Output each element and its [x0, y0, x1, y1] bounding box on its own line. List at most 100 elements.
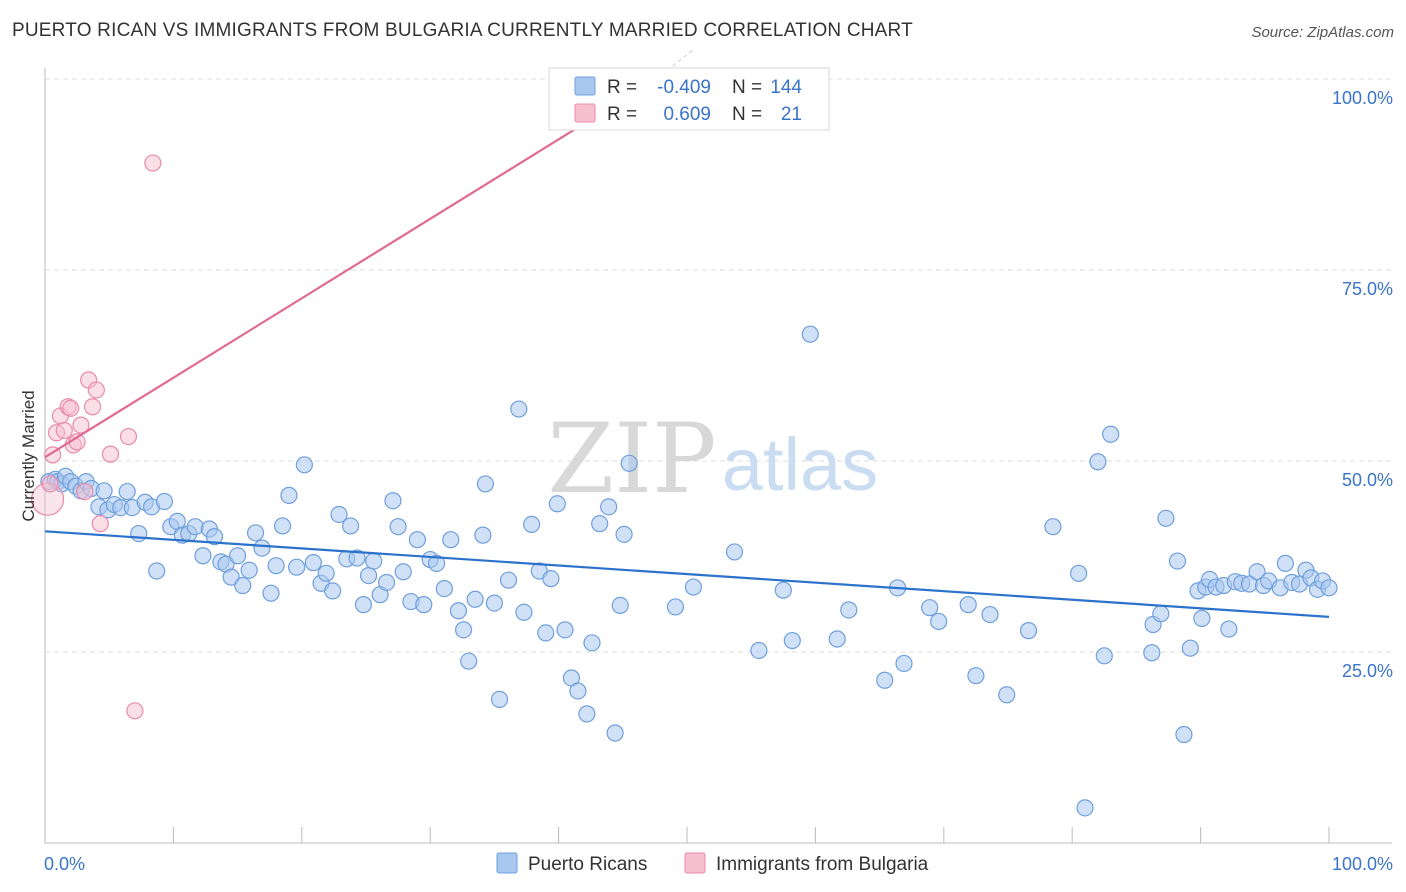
data-point-immigrants-from-bulgaria: [119, 427, 138, 446]
data-point-puerto-ricans: [959, 596, 977, 614]
data-point-puerto-ricans: [148, 562, 166, 580]
axes: [44, 68, 1392, 844]
data-point-immigrants-from-bulgaria: [55, 421, 73, 440]
data-point-immigrants-from-bulgaria: [144, 154, 162, 172]
data-point-puerto-ricans: [1089, 453, 1107, 471]
x-tick-labels: 0.0% 100.0%: [44, 854, 1393, 874]
legend-swatch-blue: [574, 76, 596, 96]
data-point-puerto-ricans: [267, 557, 285, 575]
data-point-puerto-ricans: [1157, 509, 1175, 527]
data-point-puerto-ricans: [155, 492, 174, 511]
data-point-puerto-ricans: [1181, 639, 1199, 657]
data-point-puerto-ricans: [876, 671, 894, 689]
data-point-puerto-ricans: [295, 456, 313, 474]
data-point-puerto-ricans: [774, 581, 792, 599]
legend-r-label-2: R =: [607, 104, 637, 125]
data-point-puerto-ricans: [725, 543, 744, 561]
data-point-puerto-ricans: [246, 524, 265, 542]
data-point-puerto-ricans: [1276, 554, 1294, 572]
legend-swatch-immigrants-from-bulgaria: [684, 852, 706, 874]
data-point-puerto-ricans: [537, 624, 555, 642]
data-point-puerto-ricans: [324, 582, 342, 600]
data-point-immigrants-from-bulgaria: [87, 381, 105, 399]
legend-label-puerto-ricans: Puerto Ricans: [528, 854, 647, 875]
data-point-puerto-ricans: [783, 631, 801, 650]
source-label: Source: ZipAtlas.com: [1251, 24, 1394, 41]
data-point-puerto-ricans: [1152, 605, 1170, 623]
data-point-puerto-ricans: [466, 590, 484, 608]
legend-swatch-puerto-ricans: [496, 852, 518, 874]
data-point-puerto-ricans: [615, 525, 633, 543]
series-legend: Puerto Ricans Immigrants from Bulgaria: [496, 852, 929, 875]
data-point-immigrants-from-bulgaria: [126, 702, 144, 720]
data-point-puerto-ricans: [895, 654, 913, 673]
data-point-puerto-ricans: [330, 505, 348, 524]
data-point-puerto-ricans: [341, 517, 360, 535]
data-point-puerto-ricans: [428, 554, 446, 572]
x-tick-label-max: 100.0%: [1332, 854, 1393, 874]
data-point-puerto-ricans: [442, 531, 460, 549]
y-axis-label: Currently Married: [19, 390, 38, 521]
data-point-puerto-ricans: [981, 605, 999, 624]
data-point-puerto-ricans: [583, 634, 601, 652]
data-point-puerto-ricans: [523, 515, 541, 534]
legend-n-label-1: N =: [732, 77, 762, 98]
data-point-puerto-ricans: [556, 621, 574, 639]
data-point-puerto-ricans: [240, 561, 258, 579]
data-point-puerto-ricans: [1070, 564, 1088, 582]
stats-legend: R = -0.409 N = 144 R = 0.609 N = 21: [548, 67, 830, 131]
watermark-atlas: atlas: [722, 423, 878, 506]
chart-title: PUERTO RICAN VS IMMIGRANTS FROM BULGARIA…: [12, 20, 913, 41]
data-point-puerto-ricans: [600, 498, 618, 516]
data-point-puerto-ricans: [194, 547, 212, 565]
data-point-puerto-ricans: [365, 552, 383, 570]
data-point-puerto-ricans: [348, 549, 366, 567]
data-point-puerto-ricans: [359, 566, 378, 585]
legend-label-immigrants-from-bulgaria: Immigrants from Bulgaria: [716, 854, 929, 875]
legend-r-value-2: 0.609: [663, 104, 711, 125]
data-point-puerto-ricans: [548, 495, 566, 513]
x-tick-label-min: 0.0%: [44, 854, 85, 874]
data-point-puerto-ricans: [273, 517, 292, 535]
data-point-puerto-ricans: [606, 724, 624, 742]
data-point-puerto-ricans: [840, 601, 858, 619]
data-point-puerto-ricans: [389, 518, 407, 536]
data-point-puerto-ricans: [1044, 518, 1062, 536]
legend-swatch-pink: [574, 103, 596, 123]
data-point-puerto-ricans: [304, 554, 322, 572]
data-point-puerto-ricans: [454, 621, 473, 639]
data-point-puerto-ricans: [1095, 647, 1113, 665]
y-tick-labels: 25.0% 50.0% 75.0% 100.0%: [1332, 88, 1393, 681]
legend-n-value-2: 21: [781, 104, 802, 125]
data-point-puerto-ricans: [569, 682, 587, 700]
data-point-puerto-ricans: [967, 667, 985, 685]
data-point-puerto-ricans: [394, 563, 412, 581]
data-point-puerto-ricans: [205, 528, 224, 546]
data-point-puerto-ricans: [578, 705, 596, 723]
data-point-puerto-ricans: [354, 596, 373, 614]
data-point-puerto-ricans: [1320, 579, 1338, 597]
data-point-puerto-ricans: [186, 518, 204, 536]
data-point-puerto-ricans: [95, 482, 113, 500]
data-point-immigrants-from-bulgaria: [76, 482, 94, 501]
stats-legend-box: [548, 67, 830, 131]
data-point-puerto-ricans: [288, 558, 306, 576]
legend-r-label-1: R =: [607, 77, 637, 98]
data-point-immigrants-from-bulgaria: [72, 416, 90, 434]
data-point-puerto-ricans: [118, 482, 136, 501]
data-point-puerto-ricans: [666, 598, 685, 616]
legend-n-label-2: N =: [732, 104, 762, 125]
data-point-puerto-ricans: [510, 400, 528, 418]
y-tick-label: 25.0%: [1342, 661, 1393, 681]
legend-n-value-1: 144: [770, 77, 802, 98]
data-point-puerto-ricans: [222, 568, 240, 586]
data-point-puerto-ricans: [499, 571, 518, 589]
y-tick-label: 75.0%: [1342, 279, 1393, 299]
data-point-puerto-ricans: [1175, 725, 1193, 744]
watermark: ZIP atlas: [547, 403, 878, 515]
data-point-puerto-ricans: [460, 652, 478, 670]
data-point-puerto-ricans: [474, 526, 492, 544]
data-point-puerto-ricans: [1168, 552, 1187, 570]
data-point-puerto-ricans: [591, 515, 609, 533]
data-point-puerto-ricans: [490, 690, 509, 708]
